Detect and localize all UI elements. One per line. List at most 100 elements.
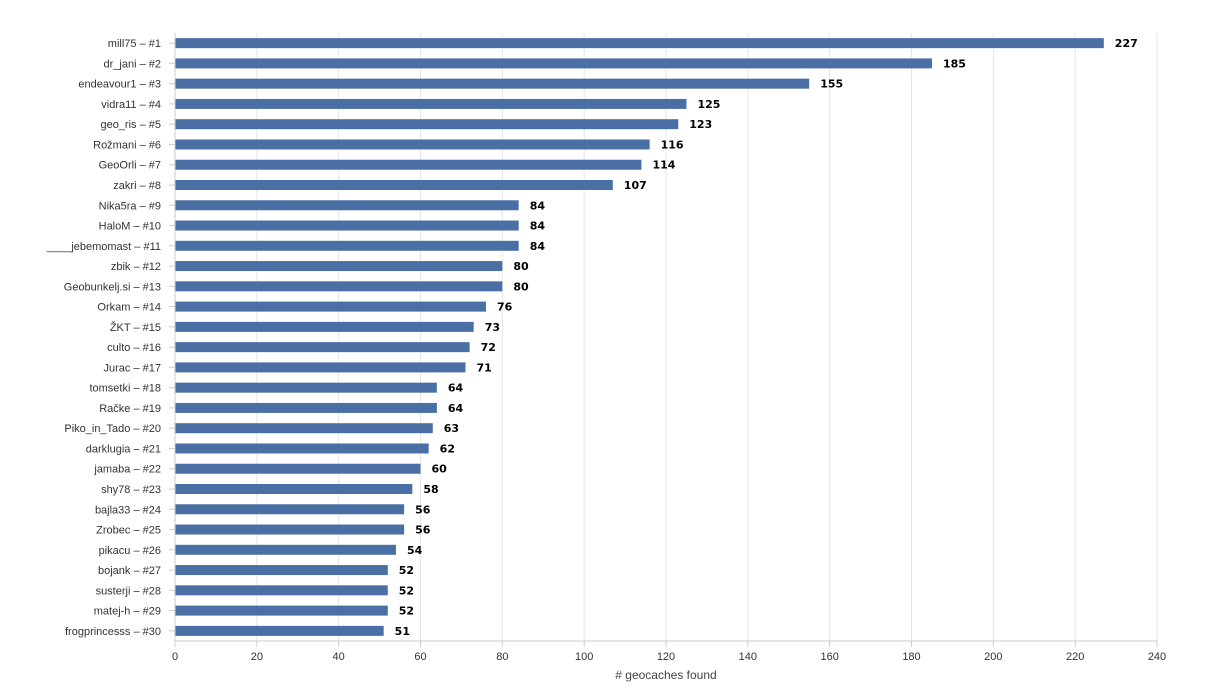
- data-label: 72: [481, 341, 496, 354]
- category-label: susterji – #28: [96, 585, 161, 597]
- bar: [175, 261, 503, 272]
- data-label: 114: [652, 159, 675, 172]
- category-label: Jurac – #17: [104, 362, 161, 374]
- bar: [175, 301, 486, 312]
- data-label: 80: [513, 280, 529, 293]
- category-label: Račke – #19: [99, 403, 161, 415]
- category-label: zbik – #12: [111, 261, 161, 273]
- data-label: 116: [661, 138, 684, 151]
- bar: [175, 463, 421, 474]
- gridlines: [256, 33, 1158, 641]
- bar: [175, 443, 429, 454]
- axes: [169, 33, 1158, 647]
- data-label: 80: [513, 260, 529, 273]
- x-tick-label: 160: [820, 651, 838, 663]
- x-tick-label: 40: [333, 651, 345, 663]
- bar: [175, 38, 1104, 49]
- category-label: HaloM – #10: [99, 221, 161, 233]
- data-label: 51: [395, 625, 410, 638]
- bar: [175, 342, 470, 353]
- category-label: Zrobec – #25: [96, 525, 161, 537]
- bar: [175, 544, 396, 555]
- x-tick-label: 220: [1066, 651, 1084, 663]
- category-label: Rožmani – #6: [93, 139, 161, 151]
- x-tick-label: 140: [739, 651, 757, 663]
- bar: [175, 139, 650, 150]
- category-label: shy78 – #23: [101, 484, 161, 496]
- category-label: matej-h – #29: [94, 606, 161, 618]
- data-label: 56: [415, 503, 431, 516]
- category-label: Geobunkelj.si – #13: [64, 281, 161, 293]
- bar: [175, 281, 503, 292]
- data-label: 84: [530, 199, 546, 212]
- category-label: bajla33 – #24: [95, 504, 161, 516]
- data-label: 227: [1115, 37, 1138, 50]
- bar: [175, 605, 388, 616]
- category-label: jamaba – #22: [93, 464, 161, 476]
- category-label: endeavour1 – #3: [78, 79, 161, 91]
- x-tick-label: 20: [251, 651, 263, 663]
- x-tick-label: 240: [1148, 651, 1166, 663]
- x-tick-label: 100: [575, 651, 593, 663]
- data-label: 58: [423, 483, 438, 496]
- data-label: 185: [943, 57, 966, 70]
- x-axis-title: # geocaches found: [615, 668, 716, 682]
- data-label: 64: [448, 382, 464, 395]
- data-label: 76: [497, 301, 513, 314]
- data-label: 84: [530, 240, 546, 253]
- category-labels: mill75 – #1 dr_jani – #2 endeavour1 – #3 vi…: [46, 38, 161, 638]
- x-tick-label: 80: [496, 651, 508, 663]
- bar: [175, 98, 687, 109]
- data-label: 60: [432, 463, 448, 476]
- bar: [175, 119, 679, 130]
- data-label: 71: [477, 361, 492, 374]
- bar: [175, 524, 405, 535]
- category-label: tomsetki – #18: [89, 383, 161, 395]
- bar: [175, 382, 437, 393]
- data-label: 56: [415, 524, 431, 537]
- category-label: vidra11 – #4: [101, 99, 161, 111]
- bar: [175, 58, 932, 69]
- bar: [175, 220, 519, 231]
- data-label: 125: [697, 98, 720, 111]
- data-label: 107: [624, 179, 647, 192]
- category-label: Nika5ra – #9: [99, 200, 161, 212]
- bars: [175, 38, 1104, 636]
- category-label: mill75 – #1: [108, 38, 161, 50]
- x-tick-labels: 0 20 40 60 80 100 120 140 160 180 200 220 240: [172, 651, 1166, 663]
- bar: [175, 585, 388, 596]
- bar: [175, 504, 405, 515]
- category-label: dr_jani – #2: [104, 58, 162, 70]
- data-label: 84: [530, 220, 546, 233]
- category-label: culto – #16: [107, 342, 161, 354]
- category-label: Piko_in_Tado – #20: [64, 423, 161, 435]
- bar: [175, 78, 810, 89]
- data-label: 52: [399, 564, 414, 577]
- data-label: 54: [407, 544, 423, 557]
- x-tick-label: 60: [414, 651, 426, 663]
- bar: [175, 159, 642, 170]
- bar: [175, 180, 613, 190]
- x-tick-label: 120: [657, 651, 675, 663]
- bar: [175, 321, 474, 332]
- category-label: GeoOrli – #7: [99, 160, 161, 172]
- bar: [175, 565, 388, 576]
- bar: [175, 200, 519, 211]
- bar: [175, 423, 433, 434]
- data-label: 123: [689, 118, 712, 131]
- data-label: 52: [399, 584, 414, 597]
- category-label: Orkam – #14: [97, 302, 161, 314]
- bar: [175, 484, 413, 494]
- x-tick-label: 0: [172, 651, 178, 663]
- category-label: ____jebemomast – #11: [46, 241, 161, 253]
- data-label: 64: [448, 402, 464, 415]
- bar: [175, 625, 384, 636]
- data-label: 62: [440, 442, 455, 455]
- x-tick-label: 180: [902, 651, 920, 663]
- data-label: 63: [444, 422, 459, 435]
- data-label: 155: [820, 78, 843, 91]
- category-label: darklugia – #21: [86, 443, 161, 455]
- bar: [175, 240, 519, 251]
